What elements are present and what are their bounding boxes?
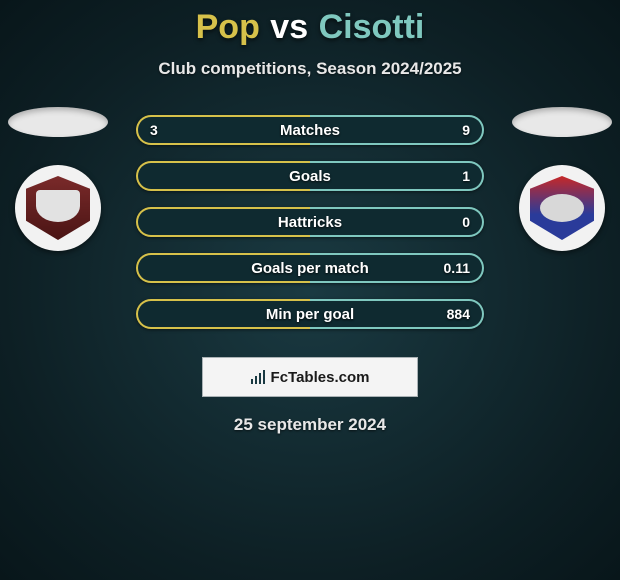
stat-bars: 3 Matches 9 Goals 1 Hattricks 0 Goals pe… (136, 107, 484, 329)
stat-right-value: 0.11 (444, 255, 470, 281)
club-right-badge (519, 165, 605, 251)
stat-label: Matches (138, 117, 482, 143)
club-right-crest-icon (530, 176, 594, 240)
player-right-column (512, 107, 612, 251)
generated-date: 25 september 2024 (0, 415, 620, 435)
stat-bar-goals: Goals 1 (136, 161, 484, 191)
brand-text: FcTables.com (271, 369, 370, 386)
stat-label: Goals per match (138, 255, 482, 281)
player-left-avatar-placeholder (8, 107, 108, 137)
club-left-badge (15, 165, 101, 251)
stat-bar-hattricks: Hattricks 0 (136, 207, 484, 237)
stat-bar-goals-per-match: Goals per match 0.11 (136, 253, 484, 283)
stat-label: Goals (138, 163, 482, 189)
chart-icon (251, 370, 265, 384)
stat-label: Min per goal (138, 301, 482, 327)
stat-bar-min-per-goal: Min per goal 884 (136, 299, 484, 329)
stat-right-value: 9 (462, 117, 470, 143)
stat-bar-matches: 3 Matches 9 (136, 115, 484, 145)
player-right-avatar-placeholder (512, 107, 612, 137)
title-row: Pop vs Cisotti (0, 0, 620, 47)
comparison-area: 3 Matches 9 Goals 1 Hattricks 0 Goals pe… (0, 107, 620, 329)
vs-label: vs (270, 8, 308, 47)
stat-label: Hattricks (138, 209, 482, 235)
player-right-name: Cisotti (319, 8, 425, 47)
club-left-crest-icon (26, 176, 90, 240)
stat-right-value: 0 (462, 209, 470, 235)
player-left-name: Pop (196, 8, 260, 47)
brand-footer: FcTables.com (202, 357, 418, 397)
stat-right-value: 884 (447, 301, 470, 327)
stat-right-value: 1 (462, 163, 470, 189)
subtitle: Club competitions, Season 2024/2025 (0, 59, 620, 79)
player-left-column (8, 107, 108, 251)
